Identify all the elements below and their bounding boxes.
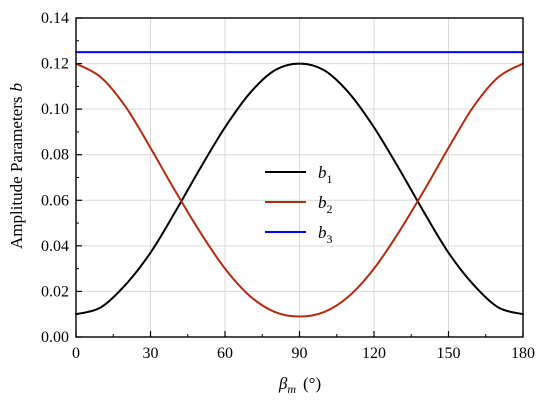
x-axis-label-symbol: β <box>278 374 288 393</box>
y-tick-label: 0.06 <box>41 192 69 209</box>
y-tick-label: 0.00 <box>41 329 69 346</box>
legend-item-b2: b2 <box>265 193 333 216</box>
legend-label-base: b <box>318 193 327 212</box>
legend-label-b2: b2 <box>318 193 333 216</box>
x-tick-label: 60 <box>217 345 233 362</box>
x-tick-label: 0 <box>72 345 80 362</box>
y-tick-label: 0.12 <box>41 56 69 73</box>
legend-label-base: b <box>318 223 327 242</box>
grid-lines <box>75 17 524 338</box>
x-tick-label: 30 <box>143 345 159 362</box>
x-tick-label: 180 <box>511 345 535 362</box>
x-axis-label-unit: (°) <box>303 374 321 393</box>
series-line-b2 <box>75 62 524 318</box>
x-axis-label: βm (°) <box>278 374 321 396</box>
series-line-b1 <box>75 62 524 316</box>
legend-label-base: b <box>318 163 327 182</box>
legend-label-b3: b3 <box>318 223 333 246</box>
legend-label-b1: b1 <box>318 163 333 186</box>
legend-item-b3: b3 <box>265 223 333 246</box>
y-axis-label: Amplitude Parameters b <box>7 83 26 249</box>
x-tick-label: 120 <box>362 345 386 362</box>
y-tick-label: 0.08 <box>41 147 69 164</box>
legend-item-b1: b1 <box>265 163 333 186</box>
x-tick-label: 150 <box>437 345 461 362</box>
y-tick-label: 0.04 <box>41 238 69 255</box>
y-axis-label-variable: b <box>7 83 26 92</box>
y-tick-label: 0.02 <box>41 283 69 300</box>
series-lines <box>75 51 524 318</box>
x-axis-label-subscript: m <box>287 382 296 396</box>
axis-ticks <box>75 17 524 338</box>
legend-label-subscript: 1 <box>327 172 333 186</box>
y-axis-label-text: Amplitude Parameters <box>7 97 26 250</box>
tick-labels: 0 30 60 90 120 150 180 0.00 0.02 0.04 0.06 0.08 0.10… <box>41 10 535 362</box>
y-tick-label: 0.10 <box>41 101 69 118</box>
legend-label-subscript: 2 <box>327 202 333 216</box>
x-tick-label: 90 <box>292 345 308 362</box>
legend-label-subscript: 3 <box>327 232 333 246</box>
y-tick-label: 0.14 <box>41 10 69 27</box>
